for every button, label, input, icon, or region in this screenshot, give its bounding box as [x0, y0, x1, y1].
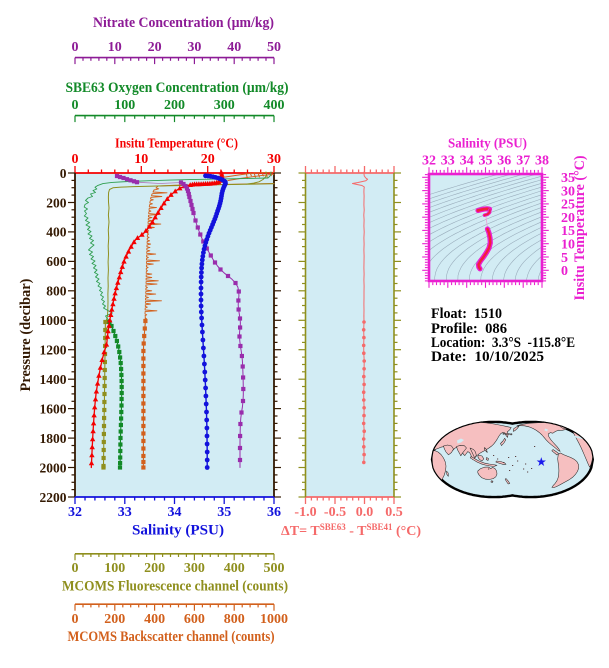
svg-text:20: 20 [201, 152, 215, 167]
svg-text:300: 300 [214, 98, 235, 113]
svg-text:0.5: 0.5 [385, 505, 403, 520]
svg-text:1000: 1000 [260, 612, 288, 627]
svg-text:MCOMS Backscatter channel (cou: MCOMS Backscatter channel (counts) [68, 629, 275, 645]
svg-text:34: 34 [460, 154, 474, 169]
svg-text:800: 800 [46, 284, 67, 299]
svg-text:0: 0 [60, 166, 67, 181]
svg-text:Pressure (decibar): Pressure (decibar) [18, 278, 34, 391]
svg-text:Date: 10/10/2025: Date: 10/10/2025 [431, 349, 544, 365]
svg-text:200: 200 [46, 195, 67, 210]
svg-text:Nitrate Concentration (µm/kg): Nitrate Concentration (µm/kg) [93, 15, 274, 31]
svg-text:32: 32 [68, 505, 82, 520]
svg-text:37: 37 [516, 154, 530, 169]
svg-text:0: 0 [72, 40, 79, 55]
svg-text:Salinity (PSU): Salinity (PSU) [132, 523, 224, 539]
svg-text:35: 35 [561, 171, 575, 186]
svg-text:200: 200 [144, 561, 165, 576]
svg-text:800: 800 [224, 612, 245, 627]
svg-text:200: 200 [104, 612, 125, 627]
svg-text:0: 0 [72, 612, 79, 627]
svg-text:Location: 3.3°S -115.8°E: Location: 3.3°S -115.8°E [431, 335, 575, 351]
svg-text:20: 20 [561, 211, 575, 226]
svg-text:100: 100 [114, 98, 135, 113]
svg-text:0: 0 [72, 98, 79, 113]
svg-text:38: 38 [535, 154, 549, 169]
svg-text:34: 34 [168, 505, 182, 520]
svg-text:SBE63 Oxygen Concentration (µm: SBE63 Oxygen Concentration (µm/kg) [66, 80, 289, 96]
svg-text:0.0: 0.0 [356, 505, 374, 520]
svg-text:Insitu Temperature (°C): Insitu Temperature (°C) [115, 136, 238, 151]
svg-text:-0.5: -0.5 [324, 505, 346, 520]
svg-text:10: 10 [561, 238, 575, 253]
svg-text:30: 30 [187, 40, 201, 55]
svg-text:-1.0: -1.0 [294, 505, 316, 520]
svg-text:10: 10 [134, 152, 148, 167]
svg-text:400: 400 [264, 98, 285, 113]
svg-text:36: 36 [267, 505, 281, 520]
svg-text:1400: 1400 [40, 372, 67, 387]
svg-text:40: 40 [227, 40, 241, 55]
svg-text:50: 50 [267, 40, 281, 55]
svg-text:500: 500 [264, 561, 285, 576]
svg-text:5: 5 [561, 251, 568, 266]
svg-text:36: 36 [497, 154, 511, 169]
svg-text:35: 35 [479, 154, 493, 169]
svg-text:1200: 1200 [40, 343, 67, 358]
svg-text:1600: 1600 [40, 401, 67, 416]
svg-text:ΔT= TSBE63 - TSBE41 (°C): ΔT= TSBE63 - TSBE41 (°C) [281, 522, 421, 539]
svg-text:Salinity (PSU): Salinity (PSU) [448, 137, 527, 152]
svg-text:25: 25 [561, 198, 575, 213]
svg-text:20: 20 [148, 40, 162, 55]
svg-text:Profile: 086: Profile: 086 [431, 321, 507, 337]
svg-text:2000: 2000 [40, 460, 67, 475]
svg-text:2200: 2200 [40, 490, 67, 505]
svg-text:0: 0 [72, 152, 79, 167]
svg-text:30: 30 [561, 184, 575, 199]
svg-text:100: 100 [104, 561, 125, 576]
svg-text:400: 400 [224, 561, 245, 576]
svg-text:35: 35 [217, 505, 231, 520]
svg-text:300: 300 [184, 561, 205, 576]
svg-text:1000: 1000 [40, 313, 67, 328]
svg-text:200: 200 [164, 98, 185, 113]
svg-text:Insitu Temperature (°C): Insitu Temperature (°C) [572, 155, 588, 300]
svg-text:Float: 1510: Float: 1510 [431, 306, 502, 322]
svg-text:0: 0 [561, 264, 568, 279]
svg-text:30: 30 [267, 152, 281, 167]
svg-text:600: 600 [46, 254, 67, 269]
svg-text:10: 10 [108, 40, 122, 55]
svg-text:1800: 1800 [40, 431, 67, 446]
svg-text:0: 0 [72, 561, 79, 576]
svg-text:33: 33 [118, 505, 132, 520]
svg-text:600: 600 [184, 612, 205, 627]
svg-text:15: 15 [561, 224, 575, 239]
svg-text:32: 32 [422, 154, 436, 169]
svg-text:MCOMS Fluorescence channel (co: MCOMS Fluorescence channel (counts) [62, 579, 288, 595]
svg-text:400: 400 [144, 612, 165, 627]
svg-text:400: 400 [46, 225, 67, 240]
svg-text:33: 33 [441, 154, 455, 169]
